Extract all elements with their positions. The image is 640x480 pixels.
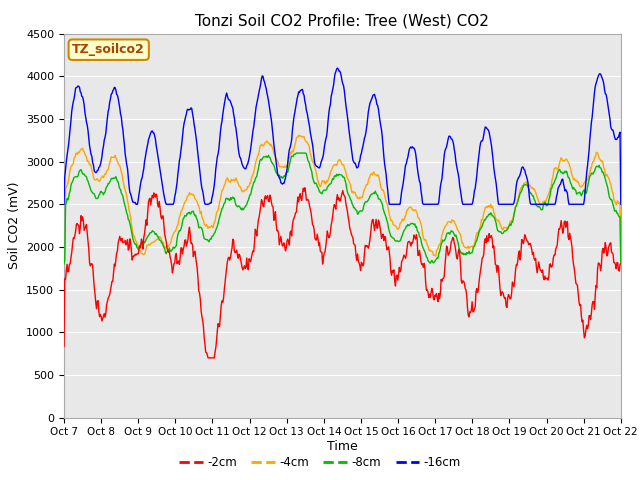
Y-axis label: Soil CO2 (mV): Soil CO2 (mV)	[8, 182, 20, 269]
X-axis label: Time: Time	[327, 440, 358, 453]
Legend: -2cm, -4cm, -8cm, -16cm: -2cm, -4cm, -8cm, -16cm	[174, 452, 466, 474]
Title: Tonzi Soil CO2 Profile: Tree (West) CO2: Tonzi Soil CO2 Profile: Tree (West) CO2	[195, 13, 490, 28]
Text: TZ_soilco2: TZ_soilco2	[72, 43, 145, 56]
